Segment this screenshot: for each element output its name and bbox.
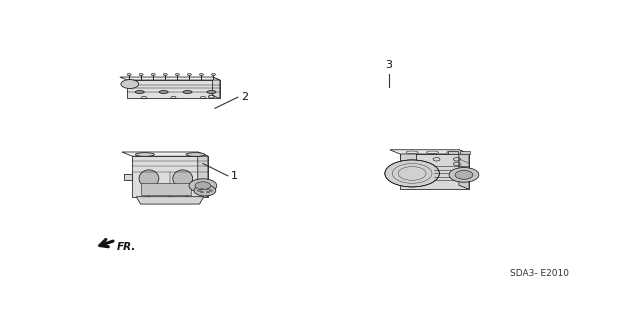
Circle shape [175, 74, 179, 76]
Circle shape [200, 74, 204, 76]
Polygon shape [390, 150, 469, 154]
Polygon shape [400, 152, 416, 163]
Circle shape [211, 74, 216, 76]
Polygon shape [459, 150, 469, 189]
Circle shape [207, 191, 209, 193]
Circle shape [195, 182, 211, 189]
Ellipse shape [159, 91, 168, 93]
Polygon shape [141, 182, 191, 195]
Ellipse shape [207, 91, 216, 93]
Polygon shape [460, 151, 470, 153]
Polygon shape [198, 152, 208, 197]
Circle shape [207, 188, 209, 190]
Ellipse shape [183, 91, 192, 93]
Circle shape [200, 191, 204, 193]
Polygon shape [122, 152, 208, 156]
Circle shape [189, 179, 217, 193]
Text: SDA3- E2010: SDA3- E2010 [509, 269, 568, 278]
Polygon shape [448, 151, 458, 153]
Circle shape [449, 167, 479, 182]
Circle shape [121, 80, 139, 88]
Circle shape [163, 74, 167, 76]
Circle shape [209, 190, 212, 191]
Polygon shape [120, 77, 220, 80]
Polygon shape [400, 154, 469, 189]
Ellipse shape [186, 153, 205, 156]
Ellipse shape [139, 170, 159, 187]
Circle shape [385, 160, 440, 187]
Circle shape [194, 185, 216, 196]
Text: 1: 1 [231, 171, 238, 181]
Polygon shape [132, 156, 208, 197]
Polygon shape [212, 77, 220, 99]
Polygon shape [127, 80, 220, 99]
Circle shape [151, 74, 156, 76]
Circle shape [198, 190, 200, 191]
Polygon shape [136, 197, 204, 204]
Ellipse shape [173, 170, 193, 187]
Text: FR.: FR. [117, 242, 136, 252]
Text: 3: 3 [385, 60, 392, 70]
Circle shape [140, 74, 143, 76]
Ellipse shape [136, 153, 154, 156]
Circle shape [455, 170, 473, 179]
Circle shape [188, 74, 191, 76]
Polygon shape [124, 174, 132, 181]
Circle shape [127, 74, 131, 76]
Text: 2: 2 [241, 92, 248, 102]
Circle shape [200, 188, 204, 190]
Ellipse shape [135, 91, 144, 93]
